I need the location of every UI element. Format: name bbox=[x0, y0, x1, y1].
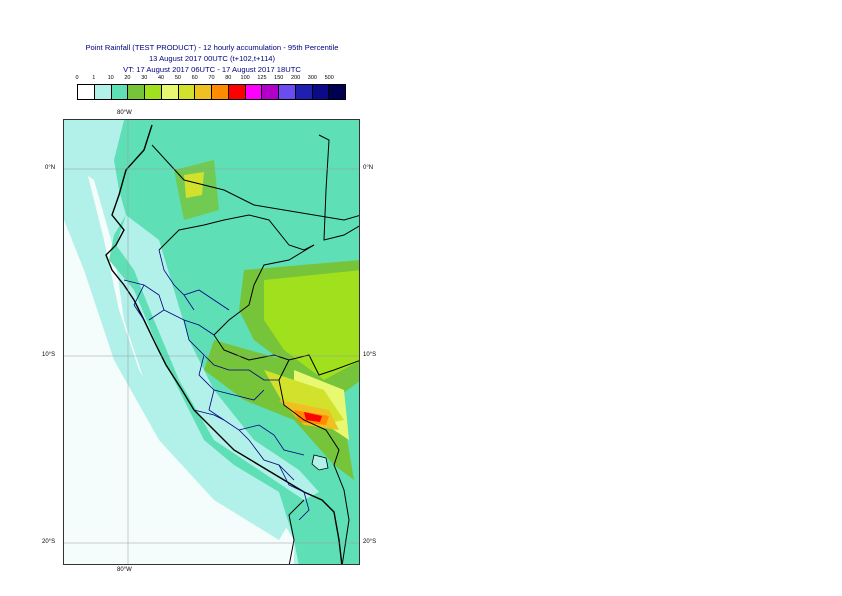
color-legend bbox=[77, 84, 346, 100]
legend-swatch bbox=[111, 85, 129, 99]
legend-tick-label: 150 bbox=[274, 75, 284, 81]
legend-swatch bbox=[228, 85, 246, 99]
legend-tick-label: 200 bbox=[290, 75, 301, 81]
legend-swatch bbox=[161, 85, 179, 99]
legend-tick-label: 70 bbox=[208, 75, 215, 81]
legend-swatch bbox=[145, 85, 162, 99]
rainfall-map bbox=[63, 119, 360, 565]
rain-area-north-yellow bbox=[184, 172, 204, 198]
lat-label-left-20s: 20°S bbox=[42, 539, 56, 545]
legend-tick-label: 10 bbox=[107, 75, 114, 81]
legend-tick-label: 1 bbox=[92, 75, 96, 81]
map-title-block: Point Rainfall (TEST PRODUCT) - 12 hourl… bbox=[0, 42, 424, 75]
country-border bbox=[288, 499, 305, 564]
rain-area-red bbox=[304, 412, 322, 422]
legend-tick-label: 100 bbox=[240, 75, 250, 81]
lat-label-left-0: 0°N bbox=[45, 165, 56, 171]
legend-tick-label: 50 bbox=[174, 75, 181, 81]
legend-swatch bbox=[262, 85, 279, 99]
legend-tick-labels: 0 1 10 20 30 40 50 60 70 80 100 125 150 200 300 500 bbox=[0, 75, 400, 85]
legend-swatch bbox=[329, 85, 345, 99]
lat-label-right-20s: 20°S bbox=[363, 539, 377, 545]
legend-tick-label: 20 bbox=[124, 75, 131, 81]
lat-label-left-10s: 10°S bbox=[42, 352, 56, 358]
legend-swatch bbox=[245, 85, 263, 99]
legend-tick-label: 300 bbox=[307, 75, 317, 81]
lat-label-right-10s: 10°S bbox=[363, 352, 377, 358]
lake bbox=[311, 454, 329, 471]
country-border bbox=[151, 144, 359, 221]
legend-tick-label: 60 bbox=[191, 75, 198, 81]
country-border bbox=[158, 214, 315, 251]
map-title: Point Rainfall (TEST PRODUCT) - 12 hourl… bbox=[85, 43, 339, 52]
lon-label-top: 80°W bbox=[117, 110, 132, 116]
legend-swatch bbox=[279, 85, 296, 99]
regional-borders bbox=[123, 249, 310, 521]
legend-tick-label: 125 bbox=[257, 75, 267, 81]
rain-area-green-2 bbox=[204, 340, 354, 480]
legend-swatch bbox=[312, 85, 330, 99]
lat-label-right-0: 0°N bbox=[363, 165, 374, 171]
graticule bbox=[64, 120, 359, 564]
legend-swatch bbox=[94, 85, 112, 99]
legend-tick-label: 0 bbox=[75, 75, 79, 81]
legend-swatch bbox=[195, 85, 212, 99]
legend-tick-label: 40 bbox=[158, 75, 165, 81]
legend-swatch bbox=[78, 85, 95, 99]
legend-swatch bbox=[212, 85, 229, 99]
base-time: 13 August 2017 00UTC (t+102,t+114) bbox=[148, 54, 276, 63]
legend-swatch bbox=[128, 85, 145, 99]
legend-tick-label: 80 bbox=[225, 75, 232, 81]
legend-tick-label: 500 bbox=[324, 75, 334, 81]
valid-time: VT: 17 August 2017 06UTC - 17 August 201… bbox=[123, 65, 301, 74]
legend-tick-label: 30 bbox=[141, 75, 148, 81]
lon-label-bottom: 80°W bbox=[117, 567, 132, 573]
coastal-light-area bbox=[116, 215, 319, 500]
country-border bbox=[213, 244, 359, 376]
legend-swatch bbox=[178, 85, 196, 99]
map-canvas bbox=[64, 120, 359, 564]
legend-swatch bbox=[295, 85, 313, 99]
ocean-low-rain-area bbox=[64, 160, 294, 564]
country-border bbox=[318, 134, 359, 241]
country-border bbox=[278, 359, 350, 564]
rain-area-yellowgreen bbox=[264, 270, 359, 380]
ocean-high-rain-band bbox=[64, 140, 294, 540]
